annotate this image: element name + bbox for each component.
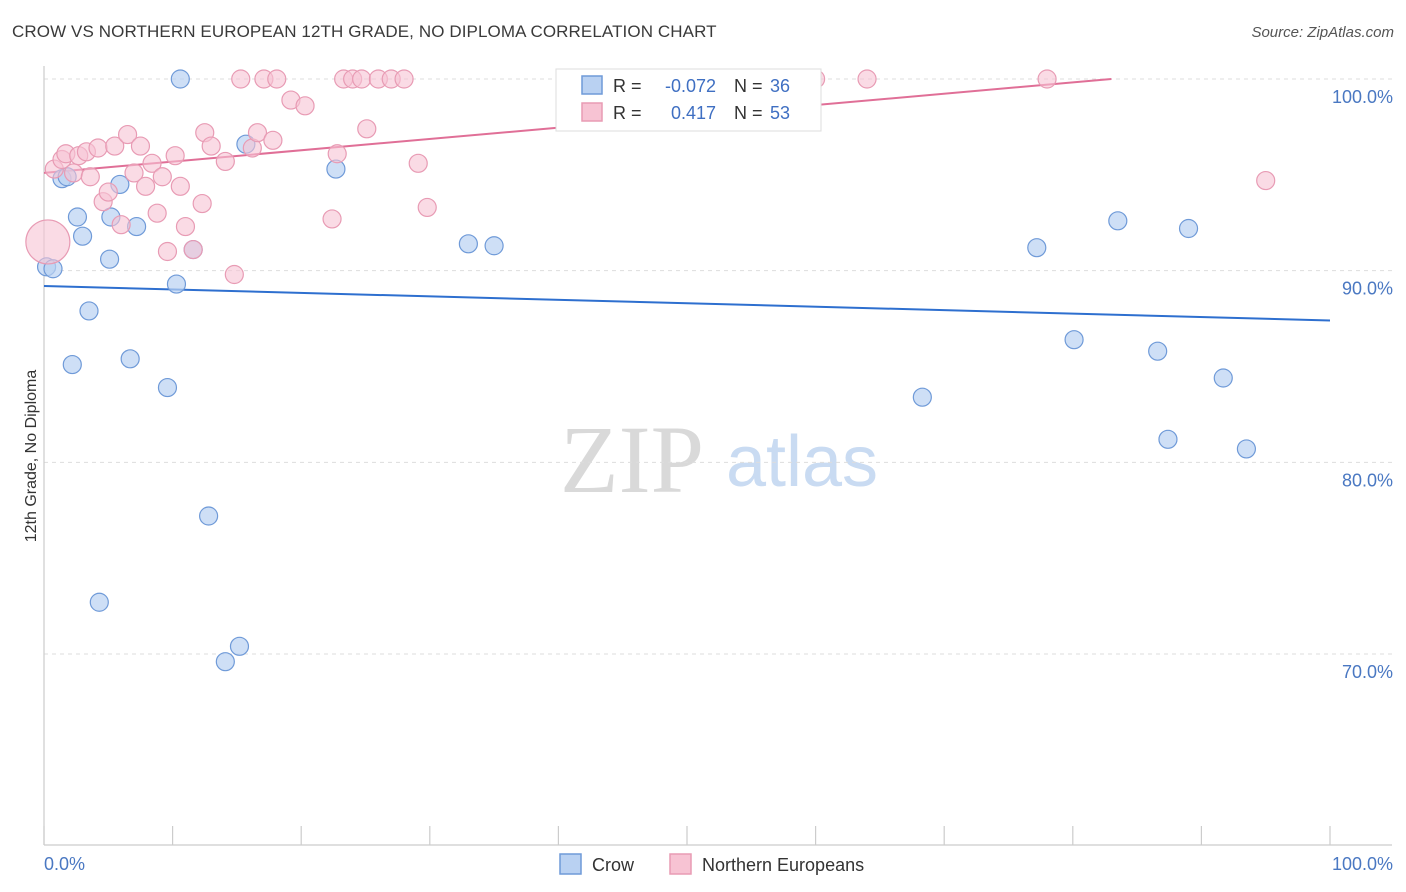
northern-europeans-point [295,96,315,116]
x-tick-label: 0.0% [44,854,85,874]
series-legend: Crow Northern Europeans [559,853,864,875]
northern-europeans-point [394,69,414,89]
northern-europeans-point [98,182,118,202]
northern-europeans-point [357,119,377,139]
northern-europeans-point [192,193,212,214]
northern-europeans-point [1256,170,1276,191]
northern-europeans-point [124,163,144,183]
northern-europeans-point [152,167,172,187]
northern-europeans-point [111,215,131,235]
northern-europeans-point [247,123,268,143]
crow-point [62,354,82,375]
northern-europeans-point [157,241,178,262]
crow-point [72,226,93,246]
grid-lines [44,78,1392,655]
crow-point [1158,429,1178,449]
crow-point [215,652,235,672]
northern-europeans-point [267,69,287,89]
northern-europeans-point [352,69,372,89]
crow-point [99,249,120,269]
y-axis-label: 12th Grade, No Diploma [23,370,40,543]
stats-legend: R = -0.072 N = 36 R = 0.417 N = 53 [555,68,822,132]
stats-ne-swatch [581,102,603,122]
northern-europeans-point [63,163,84,183]
crow-point [166,274,187,294]
crow-point [458,234,478,254]
source-label: Source: ZipAtlas.com [1251,24,1394,41]
northern-europeans-point [105,136,125,156]
northern-europeans-point [231,69,251,89]
stats-ne-n-value: 53 [770,103,790,123]
northern-europeans-point [322,209,342,229]
crow-point [170,69,190,89]
crow-point [120,349,140,369]
crow-point [1064,330,1084,350]
y-tick-label: 100.0% [1332,87,1393,107]
legend-crow-swatch [559,853,582,875]
northern-europeans-point [224,264,244,285]
northern-europeans-point [263,130,283,150]
northern-europeans-point [408,153,428,173]
crow-point [1108,211,1128,231]
axes [43,66,1392,846]
northern-europeans-point [80,167,100,187]
northern-europeans-point [1037,69,1057,89]
northern-europeans-points [25,69,1276,285]
stats-crow-r-value: -0.072 [665,76,716,96]
x-tick-labels: 0.0% 100.0% [44,854,1393,874]
y-tick-label: 80.0% [1342,470,1393,490]
northern-europeans-point [183,239,203,260]
crow-point [1178,218,1199,239]
northern-europeans-point [201,136,221,156]
crow-point [199,506,219,526]
legend-crow-label: Crow [592,855,635,875]
northern-europeans-point [170,176,190,196]
stats-crow-swatch [581,75,603,95]
x-tick-label: 100.0% [1332,854,1393,874]
northern-europeans-point [857,69,877,89]
northern-europeans-point [25,219,71,265]
crow-point [89,592,109,612]
crow-point [229,636,250,656]
stats-ne-r-label: R = [613,103,642,123]
crow-point [484,236,504,256]
crow-point [1027,238,1047,258]
crow-trend-line [43,285,1331,322]
northern-europeans-point [147,203,167,223]
northern-europeans-point [175,216,196,237]
northern-europeans-point [142,153,162,173]
y-tick-labels: 70.0% 80.0% 90.0% 100.0% [1332,87,1393,682]
northern-europeans-point [117,124,138,145]
crow-point [79,301,99,321]
stats-crow-n-label: N = [734,76,763,96]
stats-crow-r-label: R = [613,76,642,96]
stats-crow-n-value: 36 [770,76,790,96]
legend-ne-swatch [669,853,692,875]
crow-point [67,207,88,227]
crow-point [1148,341,1168,361]
chart-title: CROW VS NORTHERN EUROPEAN 12TH GRADE, NO… [12,22,717,41]
crow-point [157,377,178,398]
y-tick-label: 70.0% [1342,662,1393,682]
crow-point [1213,368,1233,388]
stats-ne-r-value: 0.417 [671,103,716,123]
northern-europeans-point [135,176,156,196]
watermark-zip: ZIP [560,406,704,513]
crow-point [1236,439,1257,459]
northern-europeans-point [165,146,185,166]
northern-europeans-point [88,138,108,158]
northern-europeans-point [417,197,437,218]
northern-europeans-point [327,144,347,164]
legend-ne-label: Northern Europeans [702,855,864,875]
stats-ne-n-label: N = [734,103,763,123]
northern-europeans-point [130,136,151,156]
northern-europeans-point [215,151,235,172]
crow-point [912,387,932,407]
y-tick-label: 90.0% [1342,279,1393,299]
